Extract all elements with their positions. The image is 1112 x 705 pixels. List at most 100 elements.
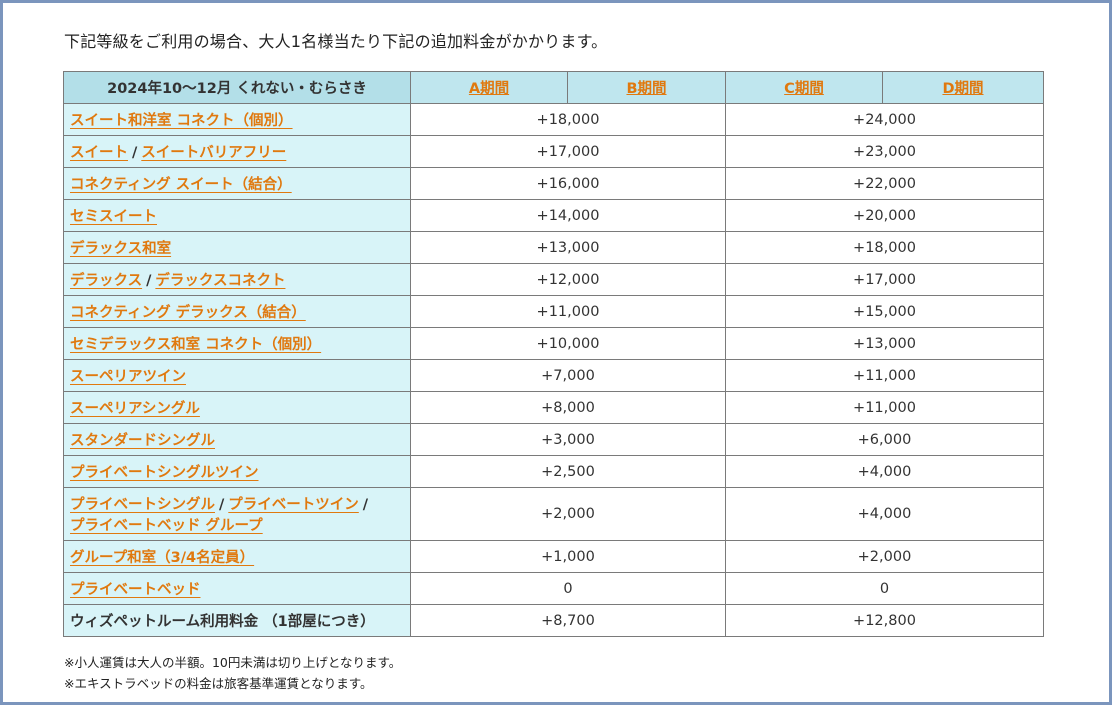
table-row: スイート / スイートバリアフリー +17,000 +23,000 bbox=[63, 135, 1044, 168]
room-class-link[interactable]: コネクティング スイート（結合） bbox=[70, 177, 292, 193]
room-class-link[interactable]: プライベートシングル bbox=[70, 497, 215, 513]
table-row: プライベートシングルツイン +2,500 +4,000 bbox=[63, 455, 1044, 488]
table-row: プライベートベッド 0 0 bbox=[63, 572, 1044, 605]
room-class-link[interactable]: グループ和室（3/4名定員） bbox=[70, 550, 255, 566]
price-cd-cell: +23,000 bbox=[725, 135, 1044, 168]
price-cd-cell: +24,000 bbox=[725, 103, 1044, 136]
price-ab-cell: +12,000 bbox=[410, 263, 726, 296]
period-b-link[interactable]: B期間 bbox=[626, 81, 667, 97]
price-cd-cell: +11,000 bbox=[725, 391, 1044, 424]
period-a-header: A期間 bbox=[410, 71, 568, 104]
table-row: コネクティング デラックス（結合） +11,000 +15,000 bbox=[63, 295, 1044, 328]
room-class-cell: スタンダードシングル bbox=[63, 423, 411, 456]
table-row: セミデラックス和室 コネクト（個別） +10,000 +13,000 bbox=[63, 327, 1044, 360]
room-class-cell: セミスイート bbox=[63, 199, 411, 232]
link-separator: / bbox=[132, 145, 138, 161]
table-row: スタンダードシングル +3,000 +6,000 bbox=[63, 423, 1044, 456]
room-class-link[interactable]: デラックス和室 bbox=[70, 241, 172, 257]
price-ab-cell: +11,000 bbox=[410, 295, 726, 328]
room-class-link[interactable]: セミスイート bbox=[70, 209, 157, 225]
room-class-link[interactable]: スーペリアツイン bbox=[70, 369, 186, 385]
price-ab-cell: +17,000 bbox=[410, 135, 726, 168]
table-row: スーペリアツイン +7,000 +11,000 bbox=[63, 359, 1044, 392]
note-child-fare: ※小人運賃は大人の半額。10円未満は切り上げとなります。 bbox=[64, 655, 402, 670]
room-class-cell: スーペリアツイン bbox=[63, 359, 411, 392]
room-class-link[interactable]: スイート和洋室 コネクト（個別） bbox=[70, 113, 293, 129]
room-class-link[interactable]: スイートバリアフリー bbox=[141, 145, 287, 161]
table-row: コネクティング スイート（結合） +16,000 +22,000 bbox=[63, 167, 1044, 200]
room-class-cell: プライベートシングルツイン bbox=[63, 455, 411, 488]
price-cd-cell: 0 bbox=[725, 572, 1044, 605]
link-separator: / bbox=[219, 497, 225, 513]
price-ab-cell: +13,000 bbox=[410, 231, 726, 264]
pet-room-label: ウィズペットルーム利用料金 （1部屋につき） bbox=[70, 614, 375, 630]
period-b-header: B期間 bbox=[567, 71, 726, 104]
price-ab-cell: +3,000 bbox=[410, 423, 726, 456]
room-class-link[interactable]: プライベートベッド グループ bbox=[70, 518, 263, 534]
room-class-link[interactable]: プライベートシングルツイン bbox=[70, 465, 259, 481]
room-class-cell: デラックス / デラックスコネクト bbox=[63, 263, 411, 296]
table-row: スイート和洋室 コネクト（個別） +18,000 +24,000 bbox=[63, 103, 1044, 136]
price-cd-cell: +4,000 bbox=[725, 455, 1044, 488]
notes: ※小人運賃は大人の半額。10円未満は切り上げとなります。 ※エキストラベッドの料… bbox=[64, 652, 401, 694]
intro-text: 下記等級をご利用の場合、大人1名様当たり下記の追加料金がかかります。 bbox=[64, 32, 608, 51]
room-class-cell: スーペリアシングル bbox=[63, 391, 411, 424]
price-cd-cell: +13,000 bbox=[725, 327, 1044, 360]
price-ab-cell: +8,000 bbox=[410, 391, 726, 424]
price-ab-cell: +7,000 bbox=[410, 359, 726, 392]
fare-table: 2024年10〜12月 くれない・むらさき A期間 B期間 C期間 D期間 スイ… bbox=[63, 71, 1044, 637]
room-class-link[interactable]: スタンダードシングル bbox=[70, 433, 215, 449]
price-cd-cell: +4,000 bbox=[725, 487, 1044, 541]
price-cd-cell: +17,000 bbox=[725, 263, 1044, 296]
table-row: スーペリアシングル +8,000 +11,000 bbox=[63, 391, 1044, 424]
room-class-link[interactable]: セミデラックス和室 コネクト（個別） bbox=[70, 337, 322, 353]
price-cd-cell: +2,000 bbox=[725, 540, 1044, 573]
period-d-header: D期間 bbox=[882, 71, 1044, 104]
pet-room-label-cell: ウィズペットルーム利用料金 （1部屋につき） bbox=[63, 604, 411, 637]
period-a-link[interactable]: A期間 bbox=[468, 81, 510, 97]
pet-room-row: ウィズペットルーム利用料金 （1部屋につき） +8,700 +12,800 bbox=[63, 604, 1044, 637]
period-d-link[interactable]: D期間 bbox=[942, 81, 984, 97]
room-class-cell: コネクティング デラックス（結合） bbox=[63, 295, 411, 328]
price-ab-cell: +16,000 bbox=[410, 167, 726, 200]
price-cd-cell: +6,000 bbox=[725, 423, 1044, 456]
price-cd-cell: +20,000 bbox=[725, 199, 1044, 232]
room-class-cell: スイート和洋室 コネクト（個別） bbox=[63, 103, 411, 136]
price-ab-cell: 0 bbox=[410, 572, 726, 605]
room-class-link[interactable]: プライベートベッド bbox=[70, 582, 201, 598]
room-class-link[interactable]: デラックスコネクト bbox=[155, 273, 286, 289]
room-class-cell: グループ和室（3/4名定員） bbox=[63, 540, 411, 573]
header-row: 2024年10〜12月 くれない・むらさき A期間 B期間 C期間 D期間 bbox=[63, 71, 1044, 104]
price-ab-cell: +1,000 bbox=[410, 540, 726, 573]
price-ab-cell: +18,000 bbox=[410, 103, 726, 136]
price-cd-cell: +18,000 bbox=[725, 231, 1044, 264]
table-row: デラックス / デラックスコネクト +12,000 +17,000 bbox=[63, 263, 1044, 296]
link-separator: / bbox=[362, 497, 369, 513]
season-header: 2024年10〜12月 くれない・むらさき bbox=[63, 71, 411, 104]
room-class-cell: プライベートシングル / プライベートツイン / プライベートベッド グループ bbox=[63, 487, 411, 541]
price-ab-cell: +2,500 bbox=[410, 455, 726, 488]
room-class-link[interactable]: プライベートツイン bbox=[228, 497, 359, 513]
room-class-cell: デラックス和室 bbox=[63, 231, 411, 264]
link-separator: / bbox=[146, 273, 152, 289]
room-class-link[interactable]: コネクティング デラックス（結合） bbox=[70, 305, 306, 321]
room-class-link[interactable]: デラックス bbox=[70, 273, 143, 289]
note-extra-bed: ※エキストラベッドの料金は旅客基準運賃となります。 bbox=[64, 676, 373, 691]
room-class-link[interactable]: スーペリアシングル bbox=[70, 401, 200, 417]
price-cd-cell: +15,000 bbox=[725, 295, 1044, 328]
fare-body: スイート和洋室 コネクト（個別） +18,000 +24,000 スイート / スイートバ… bbox=[63, 103, 1044, 637]
pet-price-cd-cell: +12,800 bbox=[725, 604, 1044, 637]
table-row: セミスイート +14,000 +20,000 bbox=[63, 199, 1044, 232]
price-ab-cell: +2,000 bbox=[410, 487, 726, 541]
room-class-cell: コネクティング スイート（結合） bbox=[63, 167, 411, 200]
room-class-cell: プライベートベッド bbox=[63, 572, 411, 605]
price-cd-cell: +11,000 bbox=[725, 359, 1044, 392]
price-ab-cell: +14,000 bbox=[410, 199, 726, 232]
period-c-link[interactable]: C期間 bbox=[784, 81, 824, 97]
room-class-link[interactable]: スイート bbox=[70, 145, 128, 161]
pet-price-ab-cell: +8,700 bbox=[410, 604, 726, 637]
table-row: デラックス和室 +13,000 +18,000 bbox=[63, 231, 1044, 264]
room-class-cell: スイート / スイートバリアフリー bbox=[63, 135, 411, 168]
price-cd-cell: +22,000 bbox=[725, 167, 1044, 200]
price-ab-cell: +10,000 bbox=[410, 327, 726, 360]
